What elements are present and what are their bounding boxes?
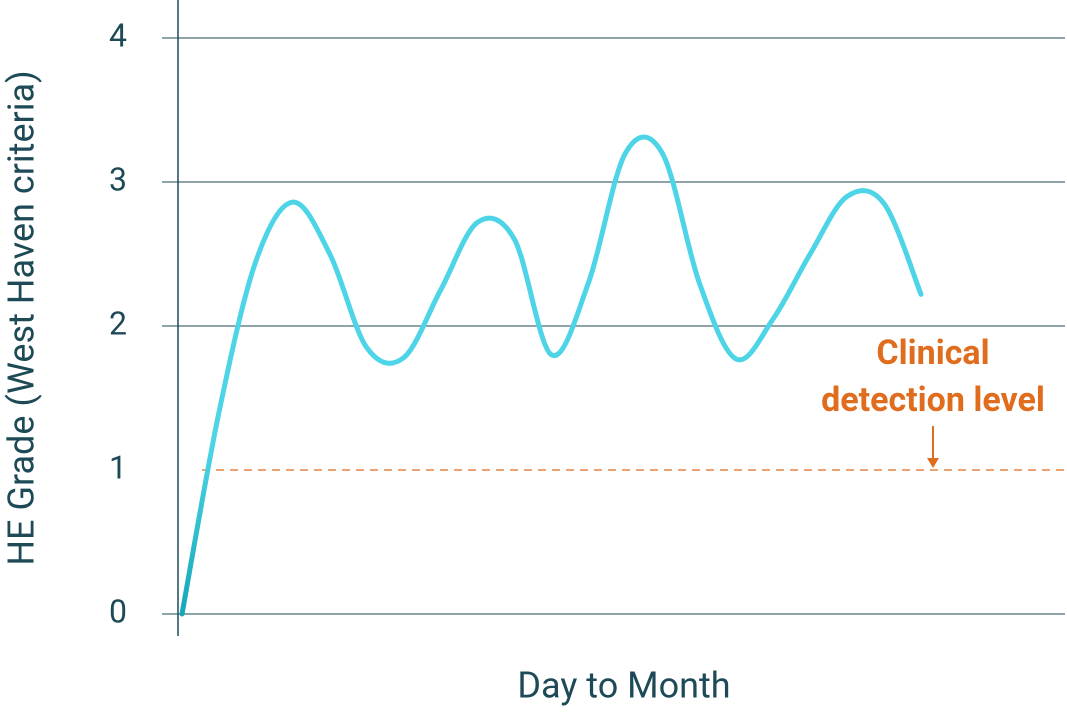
- y-axis-title: HE Grade (West Haven criteria): [1, 70, 43, 565]
- threshold-label: Clinical: [876, 333, 989, 373]
- y-tick-label: 3: [109, 160, 127, 198]
- y-tick-label: 4: [109, 16, 127, 54]
- y-tick-label: 1: [109, 448, 127, 486]
- line: [179, 134, 924, 617]
- threshold-label: detection level: [821, 380, 1045, 420]
- y-tick-label: 2: [109, 304, 127, 342]
- y-tick-label: 0: [109, 592, 127, 630]
- annotation-arrowhead: [927, 458, 939, 468]
- x-axis-title: Day to Month: [517, 665, 730, 707]
